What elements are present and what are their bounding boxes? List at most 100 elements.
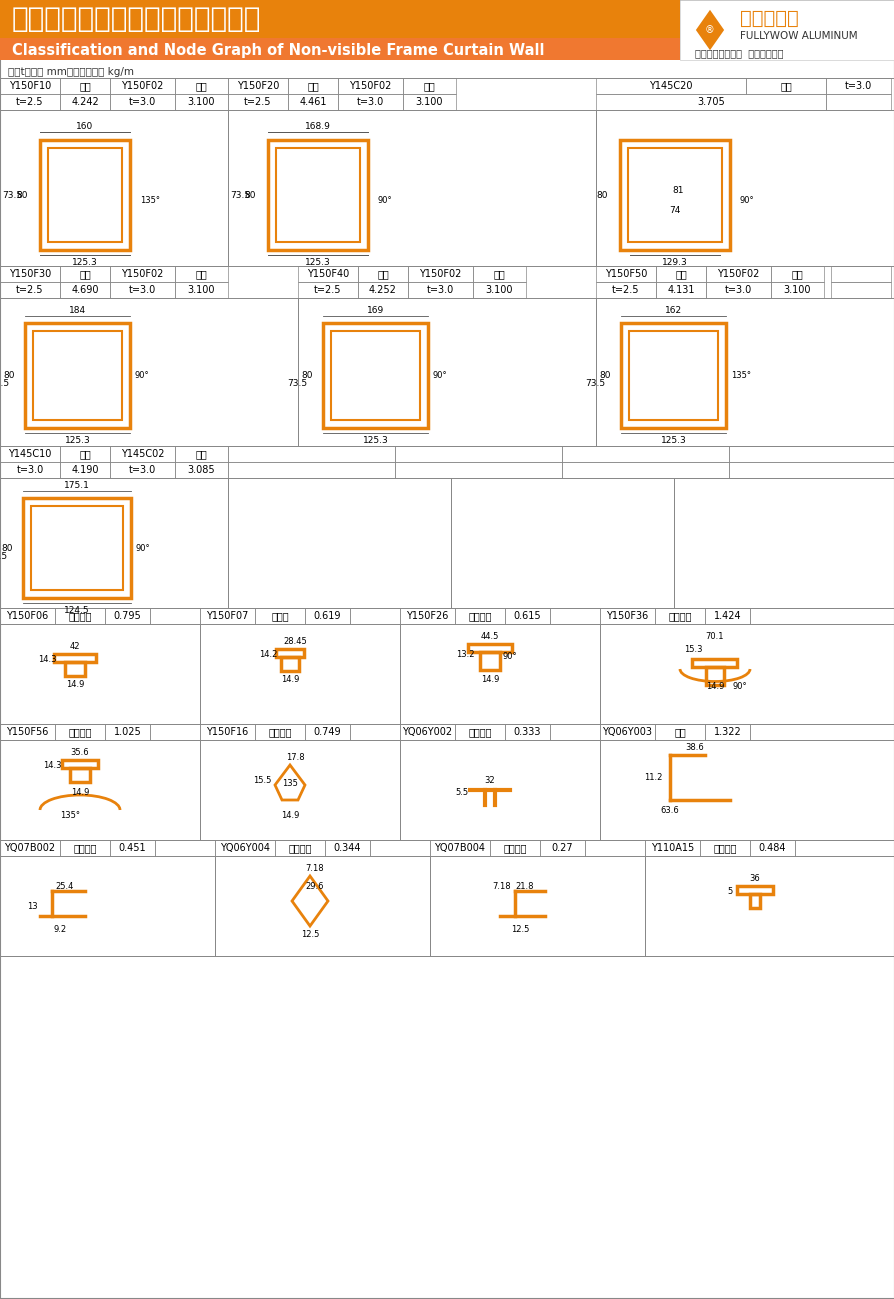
Bar: [325, 840, 369, 856]
Text: 124.5: 124.5: [64, 605, 89, 614]
Text: 14.3: 14.3: [38, 655, 56, 664]
Text: 双边压块: 双边压块: [468, 611, 491, 621]
Bar: [110, 840, 155, 856]
Text: 套芯: 套芯: [196, 81, 207, 91]
Text: 184: 184: [69, 305, 86, 314]
Bar: [400, 608, 454, 624]
Bar: [48, 148, 122, 242]
Text: 42: 42: [70, 642, 80, 651]
Bar: [451, 478, 673, 608]
Text: 135: 135: [282, 778, 298, 787]
Text: 169: 169: [367, 305, 384, 314]
Text: Y150F10: Y150F10: [9, 81, 51, 91]
Text: 0.344: 0.344: [333, 843, 361, 853]
Text: t=3.0: t=3.0: [129, 465, 156, 475]
Bar: [255, 724, 305, 740]
Bar: [323, 323, 427, 427]
Text: 3.100: 3.100: [783, 284, 810, 295]
Text: Y150F40: Y150F40: [307, 269, 349, 279]
Bar: [550, 608, 599, 624]
Text: 125.3: 125.3: [660, 435, 686, 444]
Text: 0.795: 0.795: [114, 611, 141, 621]
Text: 14.9: 14.9: [66, 679, 84, 688]
Bar: [0, 282, 60, 297]
Bar: [830, 266, 890, 282]
Bar: [60, 266, 110, 282]
Text: 双边压块: 双边压块: [288, 843, 311, 853]
Bar: [275, 148, 359, 242]
Text: FULLYWOW ALUMINUM: FULLYWOW ALUMINUM: [739, 31, 856, 42]
Text: 0.749: 0.749: [313, 727, 341, 737]
Text: 28.45: 28.45: [283, 637, 307, 646]
Bar: [620, 323, 725, 427]
Text: 4.190: 4.190: [72, 465, 98, 475]
Text: 0.615: 0.615: [513, 611, 541, 621]
Bar: [0, 0, 679, 38]
Text: Classification and Node Graph of Non-visible Frame Curtain Wall: Classification and Node Graph of Non-vis…: [12, 43, 544, 57]
Text: 0.333: 0.333: [513, 727, 541, 737]
Bar: [599, 740, 894, 840]
Bar: [350, 724, 400, 740]
Bar: [215, 840, 274, 856]
Bar: [770, 282, 823, 297]
Text: 立柱: 立柱: [79, 449, 91, 459]
Bar: [655, 282, 705, 297]
Bar: [679, 0, 894, 60]
Text: 0.27: 0.27: [551, 843, 573, 853]
Text: 套芯: 套芯: [196, 269, 207, 279]
Text: t=2.5: t=2.5: [314, 284, 342, 295]
Bar: [825, 94, 890, 110]
Bar: [228, 462, 394, 478]
Bar: [267, 140, 367, 249]
Bar: [704, 724, 749, 740]
Bar: [729, 446, 894, 462]
Bar: [288, 78, 338, 94]
Bar: [288, 94, 338, 110]
Bar: [408, 266, 472, 282]
Bar: [31, 507, 122, 590]
Bar: [561, 462, 729, 478]
Text: 3.705: 3.705: [696, 97, 724, 107]
Bar: [60, 282, 110, 297]
Bar: [655, 266, 705, 282]
Bar: [150, 724, 199, 740]
Bar: [150, 608, 199, 624]
Text: 双边压块: 双边压块: [268, 727, 291, 737]
Text: 7.18: 7.18: [492, 882, 510, 891]
Text: 90°: 90°: [739, 196, 754, 204]
Bar: [175, 94, 228, 110]
Bar: [472, 266, 526, 282]
Bar: [175, 462, 228, 478]
Text: 90°: 90°: [433, 372, 447, 381]
Bar: [175, 282, 228, 297]
Bar: [561, 446, 729, 462]
Text: 0.619: 0.619: [314, 611, 341, 621]
Text: 富丽华铝业: 富丽华铝业: [739, 9, 797, 27]
Bar: [749, 894, 759, 908]
Text: 73.5: 73.5: [287, 379, 307, 388]
Bar: [25, 323, 130, 427]
Text: t=2.5: t=2.5: [611, 284, 639, 295]
Bar: [228, 478, 451, 608]
Text: Y145C02: Y145C02: [121, 449, 164, 459]
Bar: [298, 282, 358, 297]
Text: 1.025: 1.025: [114, 727, 141, 737]
Bar: [55, 608, 105, 624]
Bar: [350, 608, 400, 624]
Bar: [228, 94, 288, 110]
Bar: [175, 78, 228, 94]
Text: YQ06Y002: YQ06Y002: [402, 727, 452, 737]
Bar: [595, 266, 655, 282]
Bar: [654, 724, 704, 740]
Text: 3.100: 3.100: [485, 284, 512, 295]
Text: 80: 80: [595, 191, 607, 200]
Text: 双边压块: 双边压块: [68, 611, 92, 621]
Bar: [228, 78, 288, 94]
Text: 21.8: 21.8: [515, 882, 534, 891]
Bar: [0, 78, 60, 94]
Text: 套芯: 套芯: [790, 269, 803, 279]
Bar: [749, 608, 894, 624]
Bar: [23, 498, 131, 598]
Bar: [228, 446, 394, 462]
Text: 35.6: 35.6: [71, 747, 89, 756]
